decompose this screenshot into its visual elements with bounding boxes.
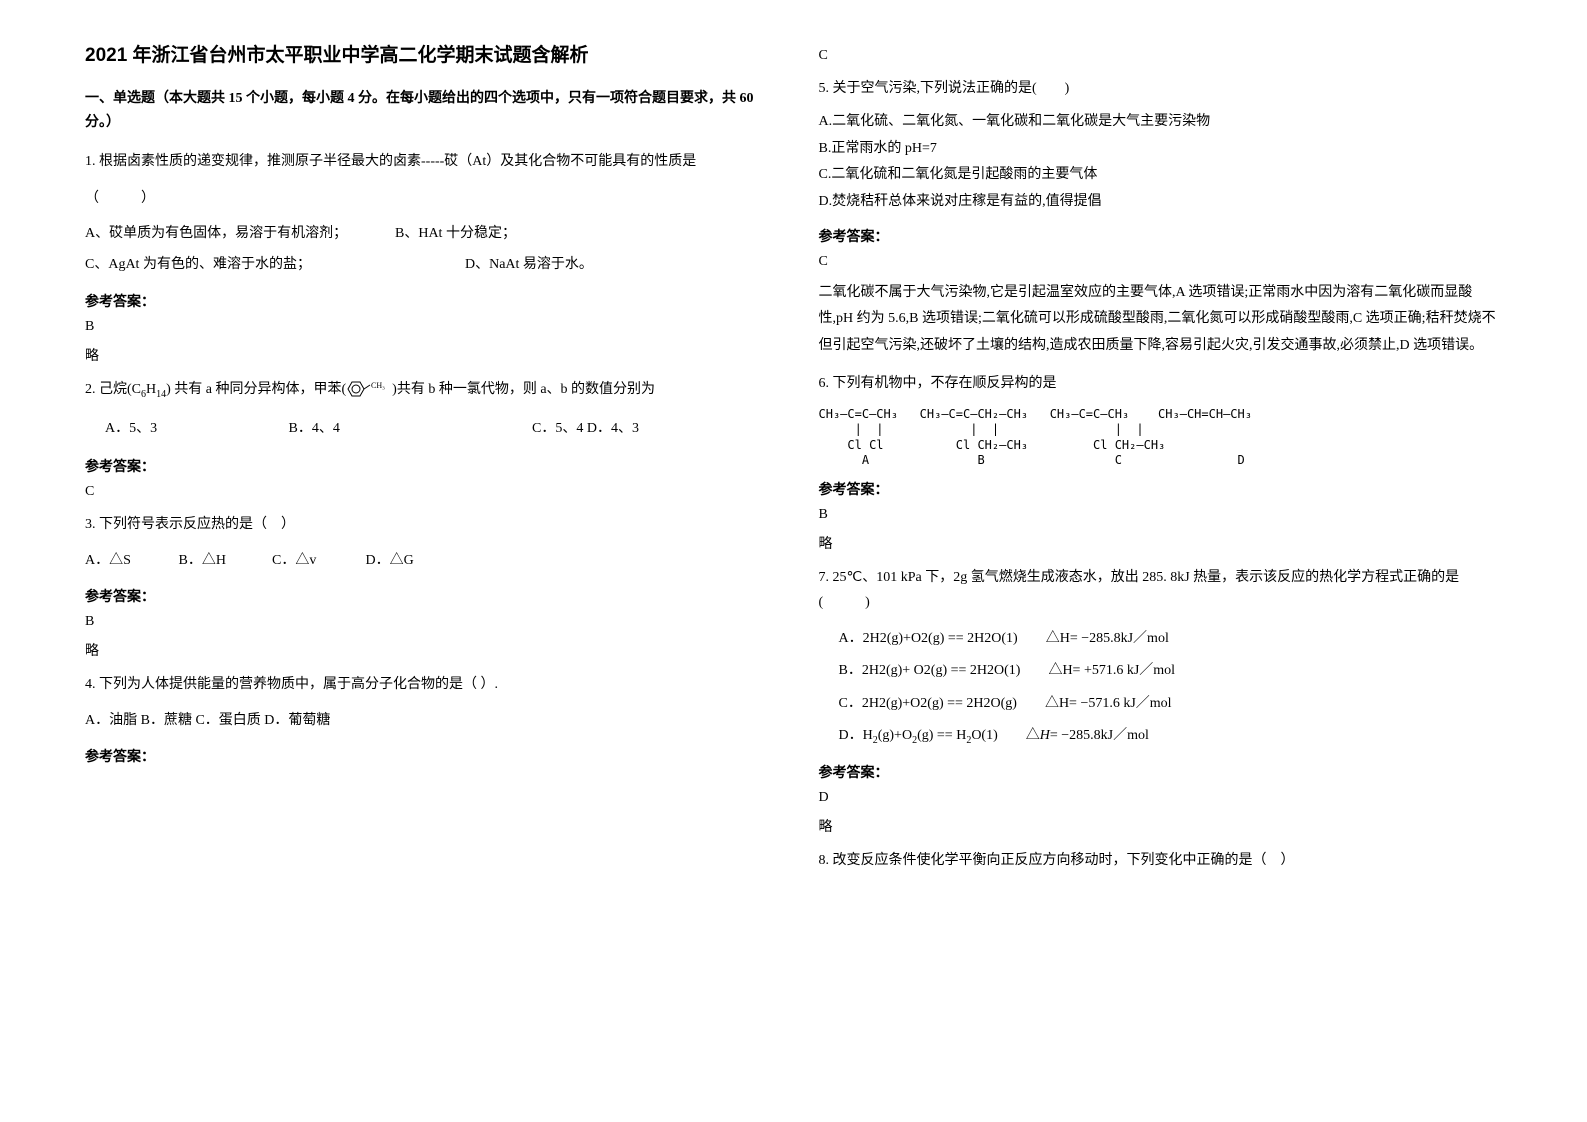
- q3-stem: 3. 下列符号表示反应热的是（ ）: [85, 512, 769, 537]
- q3-note: 略: [85, 640, 769, 660]
- q4-stem: 4. 下列为人体提供能量的营养物质中，属于高分子化合物的是（ ）.: [85, 672, 769, 697]
- q7-answer: D: [819, 790, 1503, 806]
- q7-stem: 7. 25℃、101 kPa 下，2g 氢气燃烧生成液态水，放出 285. 8k…: [819, 565, 1503, 615]
- q6-diagram: CH₃—C=C—CH₃ CH₃—C=C—CH₂—CH₃ CH₃—C=C—CH₃ …: [819, 407, 1503, 469]
- q1-optC: C、AgAt 为有色的、难溶于水的盐；: [85, 250, 465, 281]
- q6-answer: B: [819, 507, 1503, 523]
- q2-optB: B．4、4: [289, 411, 529, 446]
- q7-optD: D．H2(g)+O2(g) == H2O(1) △H= −285.8kJ／mol: [839, 720, 1503, 752]
- q1-answer-label: 参考答案：: [85, 291, 769, 311]
- q7-optD-a: D．H: [839, 728, 873, 743]
- q7-optB: B．2H2(g)+ O2(g) == 2H2O(1) △H= +571.6 kJ…: [839, 655, 1503, 687]
- left-column: 2021 年浙江省台州市太平职业中学高二化学期末试题含解析 一、单选题（本大题共…: [60, 40, 794, 1082]
- italic-H: H: [1040, 728, 1050, 743]
- q1-optD: D、NaAt 易溶于水。: [465, 250, 593, 281]
- q1-blank: （ ）: [85, 186, 769, 211]
- q4-options: A．油脂 B．蔗糖 C．蛋白质 D．葡萄糖: [85, 706, 769, 737]
- q4-answer-label: 参考答案：: [85, 746, 769, 766]
- q1-note: 略: [85, 345, 769, 365]
- q1-stem: 1. 根据卤素性质的递变规律，推测原子半径最大的卤素-----砹（At）及其化合…: [85, 149, 769, 174]
- q4-answer: C: [819, 48, 1503, 64]
- q6-stem: 6. 下列有机物中，不存在顺反异构的是: [819, 371, 1503, 396]
- q3-optA: A．△S: [85, 546, 175, 577]
- benzene-icon: CH₃: [346, 379, 392, 399]
- q5-stem: 5. 关于空气污染,下列说法正确的是( ): [819, 76, 1503, 101]
- q8-stem: 8. 改变反应条件使化学平衡向正反应方向移动时，下列变化中正确的是（ ）: [819, 848, 1503, 873]
- right-column: C 5. 关于空气污染,下列说法正确的是( ) A.二氧化硫、二氧化氮、一氧化碳…: [794, 40, 1528, 1082]
- q2-optC: C．5、4: [532, 411, 583, 446]
- section-header: 一、单选题（本大题共 15 个小题，每小题 4 分。在每小题给出的四个选项中，只…: [85, 87, 769, 135]
- q3-options: A．△S B．△H C．△v D．△G: [85, 546, 769, 577]
- q3-optB: B．△H: [179, 546, 269, 577]
- q3-optD: D．△G: [366, 546, 414, 577]
- q3-optC: C．△v: [272, 546, 362, 577]
- q2-options: A．5、3 B．4、4 C．5、4 D．4、3: [85, 411, 769, 446]
- q7-optC: C．2H2(g)+O2(g) == 2H2O(g) △H= −571.6 kJ／…: [839, 688, 1503, 720]
- q5-optC: C.二氧化硫和二氧化氮是引起酸雨的主要气体: [819, 162, 1503, 189]
- q2-optD: D．4、3: [587, 411, 747, 446]
- q1-optB: B、HAt 十分稳定；: [395, 219, 516, 250]
- q3-answer: B: [85, 614, 769, 630]
- q6-note: 略: [819, 533, 1503, 553]
- q2-stem-c: ) 共有 a 种同分异构体，甲苯(: [166, 382, 346, 397]
- q7-optD-b: (g)+O: [878, 728, 912, 743]
- q1-options: A、砹单质为有色固体，易溶于有机溶剂； B、HAt 十分稳定； C、AgAt 为…: [85, 219, 769, 281]
- q1-optA: A、砹单质为有色固体，易溶于有机溶剂；: [85, 219, 395, 250]
- q2-answer-label: 参考答案：: [85, 456, 769, 476]
- q5-answer: C: [819, 254, 1503, 270]
- q7-optD-e: = −285.8kJ／mol: [1050, 728, 1149, 743]
- q7-optD-d: O(1) △: [971, 728, 1039, 743]
- q7-optA: A．2H2(g)+O2(g) == 2H2O(1) △H= −285.8kJ／m…: [839, 623, 1503, 655]
- q5-optD: D.焚烧秸秆总体来说对庄稼是有益的,值得提倡: [819, 189, 1503, 216]
- q3-answer-label: 参考答案：: [85, 586, 769, 606]
- q7-options: A．2H2(g)+O2(g) == 2H2O(1) △H= −285.8kJ／m…: [819, 623, 1503, 752]
- page-title: 2021 年浙江省台州市太平职业中学高二化学期末试题含解析: [85, 40, 769, 67]
- q5-options: A.二氧化硫、二氧化氮、一氧化碳和二氧化碳是大气主要污染物 B.正常雨水的 pH…: [819, 109, 1503, 215]
- sub14: 14: [156, 388, 166, 399]
- q5-optA: A.二氧化硫、二氧化氮、一氧化碳和二氧化碳是大气主要污染物: [819, 109, 1503, 136]
- q7-optD-c: (g) == H: [917, 728, 966, 743]
- q2-optA: A．5、3: [85, 411, 285, 446]
- q2-stem: 2. 己烷(C6H14) 共有 a 种同分异构体，甲苯(CH₃)共有 b 种一氯…: [85, 377, 769, 404]
- q2-stem-a: 2. 己烷(C: [85, 382, 141, 397]
- q1-answer: B: [85, 319, 769, 335]
- q5-answer-label: 参考答案：: [819, 226, 1503, 246]
- q2-answer: C: [85, 484, 769, 500]
- svg-text:CH₃: CH₃: [371, 381, 385, 390]
- q7-note: 略: [819, 816, 1503, 836]
- q5-optB: B.正常雨水的 pH=7: [819, 136, 1503, 163]
- q2-stem-b: H: [146, 382, 156, 397]
- q2-stem-d: )共有 b 种一氯代物，则 a、b 的数值分别为: [392, 382, 655, 397]
- q6-answer-label: 参考答案：: [819, 479, 1503, 499]
- q5-explanation: 二氧化碳不属于大气污染物,它是引起温室效应的主要气体,A 选项错误;正常雨水中因…: [819, 280, 1503, 360]
- q7-answer-label: 参考答案：: [819, 762, 1503, 782]
